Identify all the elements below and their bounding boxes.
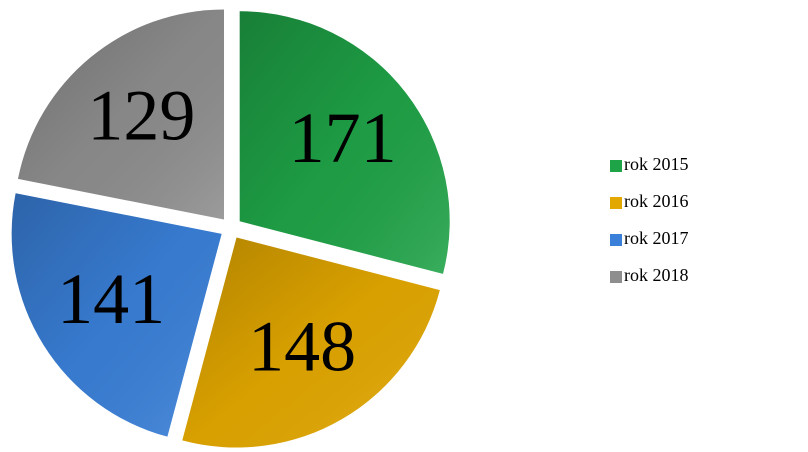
slice-shade bbox=[182, 237, 440, 448]
legend-swatch bbox=[610, 197, 622, 209]
legend-swatch bbox=[610, 271, 622, 283]
data-label: 171 bbox=[289, 98, 397, 178]
legend-label: rok 2017 bbox=[624, 228, 689, 248]
legend-swatch bbox=[610, 234, 622, 246]
slice-shade bbox=[239, 11, 450, 274]
legend-swatch bbox=[610, 160, 622, 172]
legend-label: rok 2018 bbox=[624, 265, 689, 285]
legend-label: rok 2015 bbox=[624, 154, 689, 174]
data-label: 129 bbox=[87, 75, 195, 155]
data-label: 141 bbox=[57, 259, 165, 339]
slice-shade bbox=[17, 9, 225, 220]
legend-label: rok 2016 bbox=[624, 191, 689, 211]
slice-shade bbox=[11, 193, 222, 437]
data-label: 148 bbox=[248, 306, 356, 386]
